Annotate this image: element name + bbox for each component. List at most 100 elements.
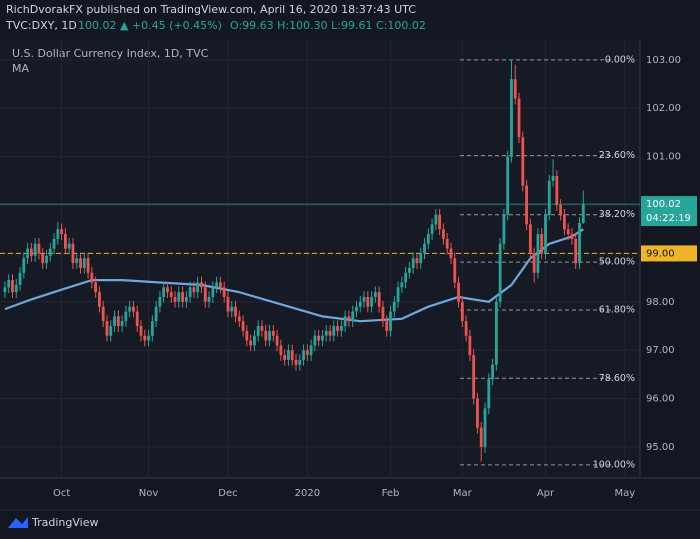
candle-body (63, 234, 67, 249)
fib-label: 61.80% (599, 305, 635, 316)
candle-body (581, 204, 585, 223)
ohlc-text: O:99.63 H:100.30 L:99.61 C:100.02 (230, 19, 426, 32)
x-tick-label: Mar (453, 488, 473, 499)
candle-body (29, 248, 33, 256)
candle-body (400, 282, 404, 288)
candle-body (188, 287, 192, 297)
candle-body (98, 292, 101, 307)
candle-body (41, 253, 45, 264)
chart-title: U.S. Dollar Currency Index, 1D, TVC (12, 47, 209, 60)
candle-body (154, 306, 158, 322)
candle-body (71, 243, 75, 264)
candle-body (491, 364, 494, 380)
candle-body (139, 326, 143, 336)
candle-body (468, 335, 472, 356)
candle-body (457, 282, 460, 302)
candle-body (517, 98, 521, 138)
candle-body (321, 335, 324, 341)
candle-body (52, 238, 56, 249)
candle-body (290, 350, 294, 360)
candle-body (358, 301, 362, 307)
candle-body (264, 330, 268, 341)
candle-body (90, 272, 94, 283)
candle-body (124, 311, 128, 322)
x-tick-label: Oct (53, 488, 70, 499)
candle-body (275, 335, 279, 346)
candle-body (510, 79, 513, 157)
candle-body (464, 321, 468, 336)
candle-body (18, 272, 22, 285)
candle-body (105, 321, 109, 336)
candle-body (113, 316, 116, 327)
candle-body (430, 224, 434, 235)
candle-body (260, 326, 264, 331)
candle-body (411, 258, 415, 268)
candle-body (525, 185, 528, 225)
candle-body (128, 306, 132, 312)
candle-body (234, 306, 237, 317)
candle-body (506, 156, 510, 215)
y-tick-label: 101.00 (646, 152, 681, 163)
candle-body (162, 287, 166, 297)
candle-body (408, 267, 411, 273)
candle-body (22, 258, 26, 273)
candle-body (7, 280, 11, 288)
candle-body (449, 248, 453, 259)
candle-body (143, 335, 147, 341)
candle-body (453, 258, 457, 283)
plot: 95.0096.0097.0098.0099.00100.00101.00102… (0, 40, 697, 499)
candle-body (487, 379, 491, 409)
candle-body (230, 306, 234, 312)
header: RichDvorakFX published on TradingView.co… (6, 3, 416, 16)
x-tick-label: May (615, 488, 636, 499)
candle-body (385, 321, 389, 331)
symbol: TVC:DXY, 1D (5, 19, 77, 32)
candle-body (434, 214, 438, 225)
candle-body (294, 359, 298, 365)
candle-body (313, 335, 317, 346)
candle-body (389, 311, 392, 331)
candle-body (355, 306, 358, 312)
candle-body (203, 287, 207, 302)
candle-body (377, 292, 381, 307)
candle-body (476, 398, 479, 428)
candle-body (287, 350, 290, 360)
candle-body (392, 301, 396, 312)
plot-area (0, 40, 640, 478)
candle-body (158, 296, 162, 307)
x-tick-label: Dec (218, 488, 237, 499)
candle-body (166, 287, 169, 293)
candle-body (532, 253, 536, 273)
fib-label: 38.20% (599, 209, 635, 220)
candle-body (56, 229, 60, 239)
candle-body (253, 335, 256, 346)
candle-body (460, 301, 464, 322)
candle-body (570, 234, 574, 239)
candle-body (502, 214, 506, 244)
fib-label: 78.60% (599, 373, 635, 384)
candle-body (328, 330, 332, 336)
candle-body (245, 330, 249, 341)
candle-body (339, 326, 343, 331)
x-tick-label: Feb (382, 488, 400, 499)
candle-body (559, 205, 563, 215)
candle-body (218, 282, 222, 288)
candle-body (135, 311, 139, 327)
candle-body (215, 282, 219, 288)
candle-body (79, 258, 82, 268)
fib-label: 23.60% (599, 150, 635, 161)
candle-body (67, 243, 71, 249)
candle-body (241, 321, 245, 331)
candle-body (132, 306, 135, 312)
candle-body (362, 296, 366, 302)
candle-body (442, 229, 445, 239)
candle-body (94, 282, 98, 293)
candle-body (60, 229, 64, 235)
footer-logo (8, 517, 28, 528)
y-tick-label: 95.00 (646, 442, 675, 453)
current-price-label: 100.02 (646, 199, 681, 210)
candle-body (86, 258, 90, 273)
candle-body (426, 234, 430, 244)
candle-body (438, 214, 442, 230)
